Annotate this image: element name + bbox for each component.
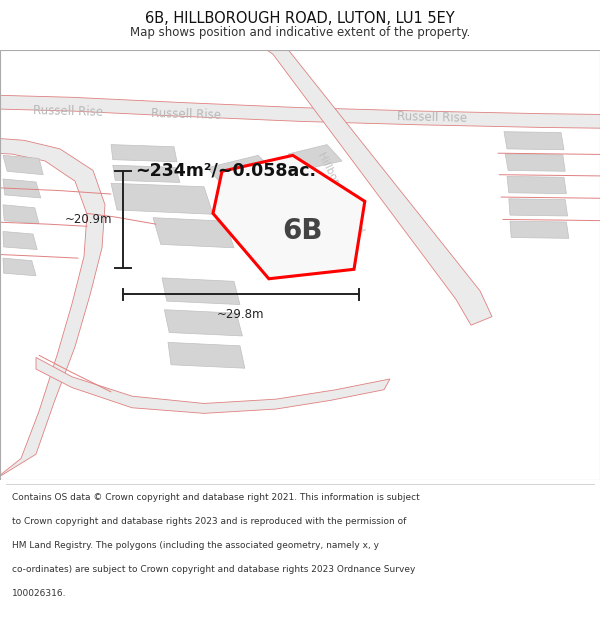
Polygon shape	[0, 138, 105, 480]
Text: Russell Rise: Russell Rise	[397, 109, 467, 124]
Text: ~234m²/~0.058ac.: ~234m²/~0.058ac.	[135, 161, 316, 179]
Text: co-ordinates) are subject to Crown copyright and database rights 2023 Ordnance S: co-ordinates) are subject to Crown copyr…	[12, 565, 415, 574]
Polygon shape	[3, 156, 43, 175]
Polygon shape	[3, 258, 36, 276]
Text: 100026316.: 100026316.	[12, 589, 67, 598]
Polygon shape	[111, 144, 177, 162]
Text: HM Land Registry. The polygons (including the associated geometry, namely x, y: HM Land Registry. The polygons (includin…	[12, 541, 379, 550]
Polygon shape	[36, 357, 390, 413]
Polygon shape	[0, 95, 600, 128]
Polygon shape	[3, 231, 37, 249]
Polygon shape	[505, 154, 565, 171]
Text: Hillborough Road: Hillborough Road	[316, 151, 365, 235]
Polygon shape	[164, 310, 242, 336]
Text: to Crown copyright and database rights 2023 and is reproduced with the permissio: to Crown copyright and database rights 2…	[12, 517, 406, 526]
Polygon shape	[509, 199, 568, 216]
Polygon shape	[162, 278, 240, 304]
Polygon shape	[153, 217, 234, 248]
Polygon shape	[111, 183, 213, 214]
Polygon shape	[288, 144, 342, 171]
Polygon shape	[3, 179, 41, 198]
Polygon shape	[207, 156, 276, 186]
Text: 6B: 6B	[283, 217, 323, 246]
Text: Contains OS data © Crown copyright and database right 2021. This information is : Contains OS data © Crown copyright and d…	[12, 493, 420, 502]
Polygon shape	[168, 342, 245, 368]
Text: Russell Rise: Russell Rise	[33, 104, 103, 119]
Text: 6B, HILLBOROUGH ROAD, LUTON, LU1 5EY: 6B, HILLBOROUGH ROAD, LUTON, LU1 5EY	[145, 11, 455, 26]
Text: ~20.9m: ~20.9m	[65, 213, 112, 226]
Polygon shape	[3, 205, 39, 224]
Text: Russell Rise: Russell Rise	[151, 107, 221, 121]
Polygon shape	[113, 165, 180, 182]
Text: ~29.8m: ~29.8m	[217, 308, 265, 321]
Polygon shape	[261, 46, 492, 325]
Text: Map shows position and indicative extent of the property.: Map shows position and indicative extent…	[130, 26, 470, 39]
Polygon shape	[507, 176, 566, 194]
Polygon shape	[504, 132, 564, 150]
Polygon shape	[510, 221, 569, 238]
Polygon shape	[213, 156, 365, 279]
